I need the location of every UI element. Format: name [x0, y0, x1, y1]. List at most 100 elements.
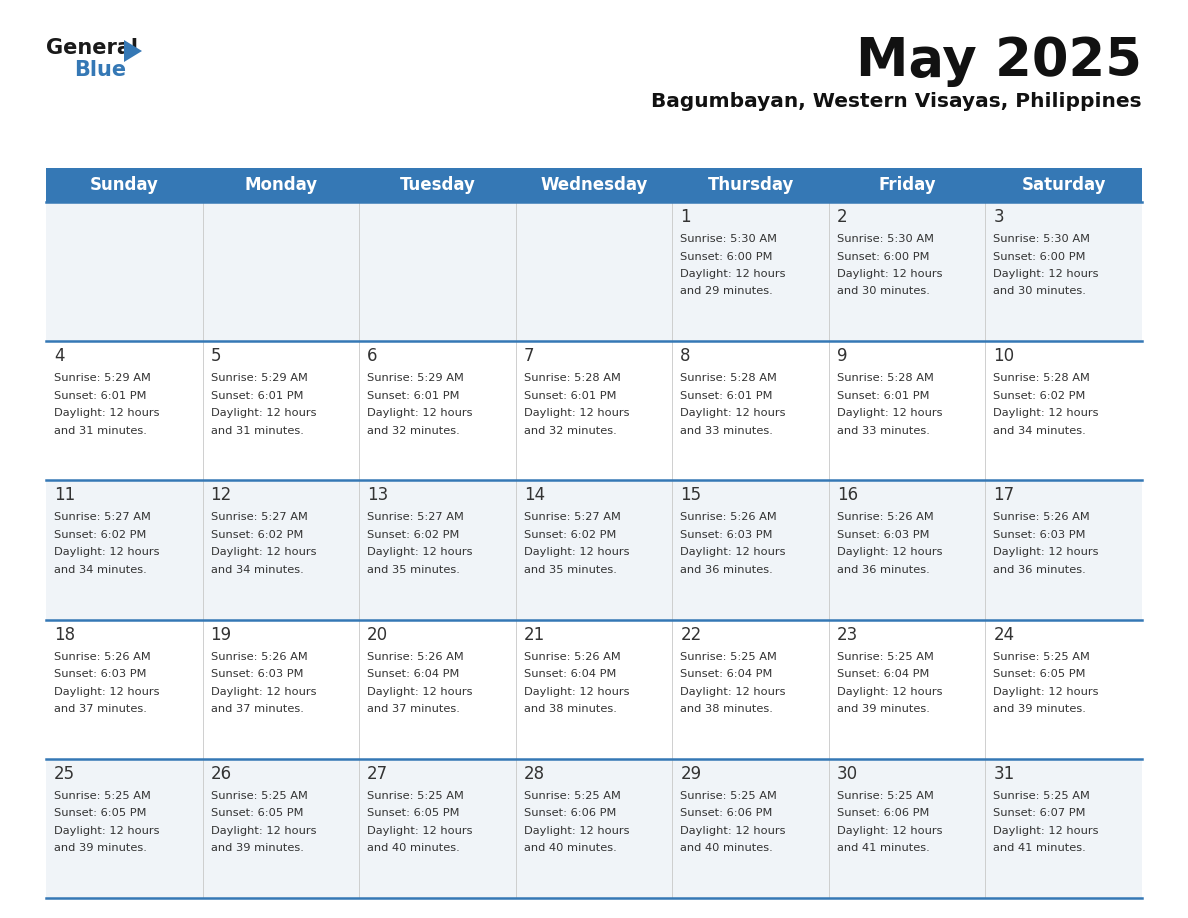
Text: Sunset: 6:02 PM: Sunset: 6:02 PM — [367, 530, 460, 540]
Text: 20: 20 — [367, 625, 388, 644]
Bar — [46, 168, 1142, 202]
Text: 7: 7 — [524, 347, 535, 365]
Text: Daylight: 12 hours: Daylight: 12 hours — [836, 687, 942, 697]
Text: Tuesday: Tuesday — [399, 176, 475, 194]
Text: Sunset: 6:02 PM: Sunset: 6:02 PM — [210, 530, 303, 540]
Text: and 40 minutes.: and 40 minutes. — [367, 844, 460, 854]
Text: Sunset: 6:00 PM: Sunset: 6:00 PM — [681, 252, 772, 262]
Text: Daylight: 12 hours: Daylight: 12 hours — [681, 269, 785, 279]
Text: 8: 8 — [681, 347, 690, 365]
Text: Sunrise: 5:26 AM: Sunrise: 5:26 AM — [210, 652, 308, 662]
Text: 13: 13 — [367, 487, 388, 504]
Text: Daylight: 12 hours: Daylight: 12 hours — [836, 547, 942, 557]
Text: Sunday: Sunday — [90, 176, 159, 194]
Text: Daylight: 12 hours: Daylight: 12 hours — [210, 826, 316, 835]
Text: 19: 19 — [210, 625, 232, 644]
Text: Sunrise: 5:27 AM: Sunrise: 5:27 AM — [210, 512, 308, 522]
Text: Daylight: 12 hours: Daylight: 12 hours — [681, 826, 785, 835]
Text: and 37 minutes.: and 37 minutes. — [210, 704, 303, 714]
Bar — [46, 759, 1142, 898]
Text: Bagumbayan, Western Visayas, Philippines: Bagumbayan, Western Visayas, Philippines — [651, 92, 1142, 111]
Text: and 32 minutes.: and 32 minutes. — [367, 426, 460, 436]
Text: Sunset: 6:05 PM: Sunset: 6:05 PM — [53, 809, 146, 818]
Text: and 41 minutes.: and 41 minutes. — [836, 844, 929, 854]
Text: Sunset: 6:06 PM: Sunset: 6:06 PM — [836, 809, 929, 818]
Text: Sunrise: 5:26 AM: Sunrise: 5:26 AM — [993, 512, 1091, 522]
Text: Sunrise: 5:28 AM: Sunrise: 5:28 AM — [524, 374, 620, 383]
Text: Sunset: 6:00 PM: Sunset: 6:00 PM — [836, 252, 929, 262]
Text: Sunset: 6:04 PM: Sunset: 6:04 PM — [524, 669, 617, 679]
Text: Sunrise: 5:27 AM: Sunrise: 5:27 AM — [53, 512, 151, 522]
Text: Sunset: 6:05 PM: Sunset: 6:05 PM — [210, 809, 303, 818]
Text: Sunrise: 5:26 AM: Sunrise: 5:26 AM — [53, 652, 151, 662]
Text: Sunrise: 5:26 AM: Sunrise: 5:26 AM — [836, 512, 934, 522]
Text: 18: 18 — [53, 625, 75, 644]
Text: Friday: Friday — [878, 176, 936, 194]
Text: Daylight: 12 hours: Daylight: 12 hours — [836, 826, 942, 835]
Text: and 33 minutes.: and 33 minutes. — [836, 426, 930, 436]
Text: Daylight: 12 hours: Daylight: 12 hours — [524, 826, 630, 835]
Text: Sunset: 6:03 PM: Sunset: 6:03 PM — [53, 669, 146, 679]
Text: Sunrise: 5:25 AM: Sunrise: 5:25 AM — [53, 790, 151, 800]
Text: and 38 minutes.: and 38 minutes. — [524, 704, 617, 714]
Text: 14: 14 — [524, 487, 545, 504]
Text: and 32 minutes.: and 32 minutes. — [524, 426, 617, 436]
Text: Daylight: 12 hours: Daylight: 12 hours — [53, 409, 159, 419]
Text: Daylight: 12 hours: Daylight: 12 hours — [524, 687, 630, 697]
Text: and 29 minutes.: and 29 minutes. — [681, 286, 773, 297]
Text: Sunrise: 5:30 AM: Sunrise: 5:30 AM — [681, 234, 777, 244]
Text: 27: 27 — [367, 765, 388, 783]
Text: Sunrise: 5:25 AM: Sunrise: 5:25 AM — [681, 790, 777, 800]
Text: Sunset: 6:01 PM: Sunset: 6:01 PM — [524, 391, 617, 400]
Text: Daylight: 12 hours: Daylight: 12 hours — [993, 547, 1099, 557]
Text: and 40 minutes.: and 40 minutes. — [681, 844, 773, 854]
Text: Sunset: 6:01 PM: Sunset: 6:01 PM — [210, 391, 303, 400]
Text: and 35 minutes.: and 35 minutes. — [524, 565, 617, 575]
Text: 4: 4 — [53, 347, 64, 365]
Text: 5: 5 — [210, 347, 221, 365]
Text: 25: 25 — [53, 765, 75, 783]
Text: Sunrise: 5:28 AM: Sunrise: 5:28 AM — [836, 374, 934, 383]
Text: Daylight: 12 hours: Daylight: 12 hours — [367, 687, 473, 697]
Text: Daylight: 12 hours: Daylight: 12 hours — [993, 409, 1099, 419]
Text: and 36 minutes.: and 36 minutes. — [681, 565, 773, 575]
Text: 2: 2 — [836, 208, 847, 226]
Text: 1: 1 — [681, 208, 691, 226]
Text: and 34 minutes.: and 34 minutes. — [53, 565, 147, 575]
Text: Sunrise: 5:30 AM: Sunrise: 5:30 AM — [993, 234, 1091, 244]
Text: Sunrise: 5:27 AM: Sunrise: 5:27 AM — [524, 512, 620, 522]
Text: Sunset: 6:03 PM: Sunset: 6:03 PM — [210, 669, 303, 679]
Text: Sunrise: 5:25 AM: Sunrise: 5:25 AM — [524, 790, 620, 800]
Text: Blue: Blue — [74, 60, 126, 80]
Polygon shape — [124, 40, 143, 62]
Text: Sunrise: 5:25 AM: Sunrise: 5:25 AM — [836, 790, 934, 800]
Bar — [46, 480, 1142, 620]
Text: and 30 minutes.: and 30 minutes. — [836, 286, 930, 297]
Text: Sunset: 6:00 PM: Sunset: 6:00 PM — [993, 252, 1086, 262]
Text: 31: 31 — [993, 765, 1015, 783]
Text: and 33 minutes.: and 33 minutes. — [681, 426, 773, 436]
Text: 3: 3 — [993, 208, 1004, 226]
Text: Daylight: 12 hours: Daylight: 12 hours — [993, 269, 1099, 279]
Text: Sunset: 6:02 PM: Sunset: 6:02 PM — [53, 530, 146, 540]
Text: Sunset: 6:03 PM: Sunset: 6:03 PM — [993, 530, 1086, 540]
Text: 22: 22 — [681, 625, 702, 644]
Bar — [46, 341, 1142, 480]
Text: and 34 minutes.: and 34 minutes. — [993, 426, 1086, 436]
Text: Sunset: 6:03 PM: Sunset: 6:03 PM — [681, 530, 772, 540]
Text: Sunset: 6:04 PM: Sunset: 6:04 PM — [367, 669, 460, 679]
Text: Sunset: 6:05 PM: Sunset: 6:05 PM — [367, 809, 460, 818]
Text: Sunset: 6:07 PM: Sunset: 6:07 PM — [993, 809, 1086, 818]
Text: Daylight: 12 hours: Daylight: 12 hours — [367, 409, 473, 419]
Text: Daylight: 12 hours: Daylight: 12 hours — [367, 547, 473, 557]
Text: General: General — [46, 38, 138, 58]
Text: Sunrise: 5:26 AM: Sunrise: 5:26 AM — [524, 652, 620, 662]
Text: Daylight: 12 hours: Daylight: 12 hours — [836, 269, 942, 279]
Text: and 31 minutes.: and 31 minutes. — [210, 426, 303, 436]
Text: Thursday: Thursday — [707, 176, 794, 194]
Text: Sunrise: 5:28 AM: Sunrise: 5:28 AM — [993, 374, 1091, 383]
Bar — [46, 202, 1142, 341]
Text: 24: 24 — [993, 625, 1015, 644]
Text: Daylight: 12 hours: Daylight: 12 hours — [210, 547, 316, 557]
Text: and 41 minutes.: and 41 minutes. — [993, 844, 1086, 854]
